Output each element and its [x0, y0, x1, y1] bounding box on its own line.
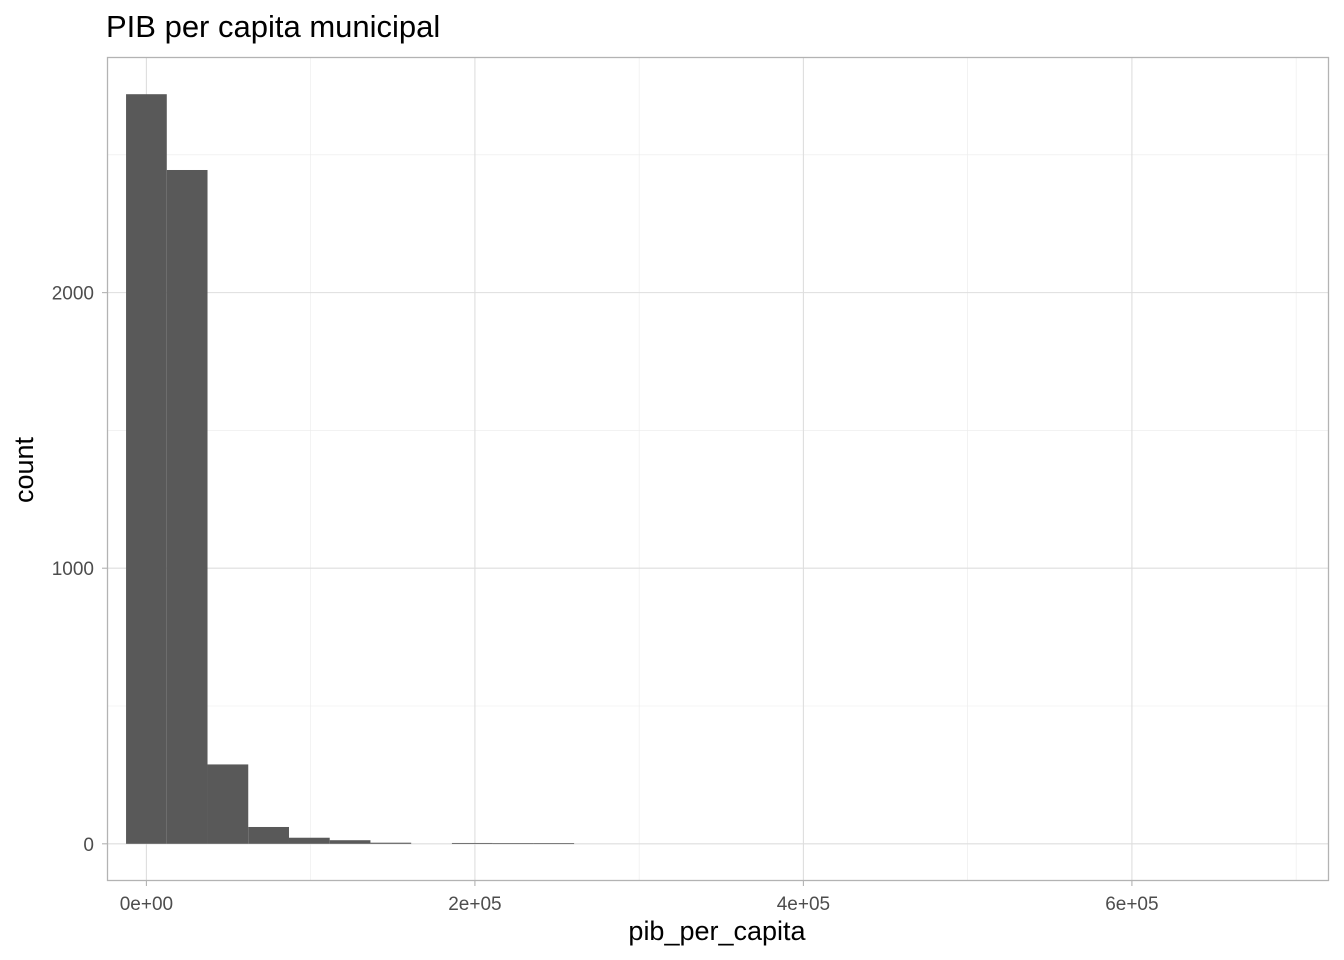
- histogram-bar: [533, 843, 575, 845]
- histogram-bar: [166, 169, 208, 844]
- x-axis-title: pib_per_capita: [628, 916, 806, 946]
- histogram-bar: [370, 842, 412, 844]
- x-tick-label: 0e+00: [120, 894, 173, 915]
- histogram-bar: [451, 842, 493, 844]
- histogram-bar: [492, 843, 534, 845]
- histogram-bar: [248, 826, 289, 844]
- chart-title: PIB per capita municipal: [106, 9, 440, 44]
- y-axis-title: count: [9, 436, 39, 503]
- y-tick-labels: 0 1000 2000: [52, 284, 94, 856]
- x-tick-label: 6e+05: [1105, 894, 1158, 915]
- bars: [126, 94, 575, 845]
- y-tick-label: 0: [83, 835, 94, 856]
- y-tick-label: 1000: [52, 559, 94, 580]
- grid: [107, 57, 1329, 881]
- x-tick-label: 4e+05: [777, 894, 830, 915]
- axis-ticks: [102, 292, 1133, 886]
- histogram-bar: [126, 94, 167, 844]
- histogram-bar: [207, 764, 249, 844]
- x-tick-labels: 0e+00 2e+05 4e+05 6e+05: [120, 894, 1159, 915]
- y-tick-label: 2000: [52, 284, 94, 305]
- histogram-bar: [288, 837, 330, 844]
- x-tick-label: 2e+05: [448, 894, 501, 915]
- histogram-bar: [411, 844, 452, 845]
- histogram-bar: [329, 840, 371, 844]
- plot-panel-border: [106, 56, 1330, 882]
